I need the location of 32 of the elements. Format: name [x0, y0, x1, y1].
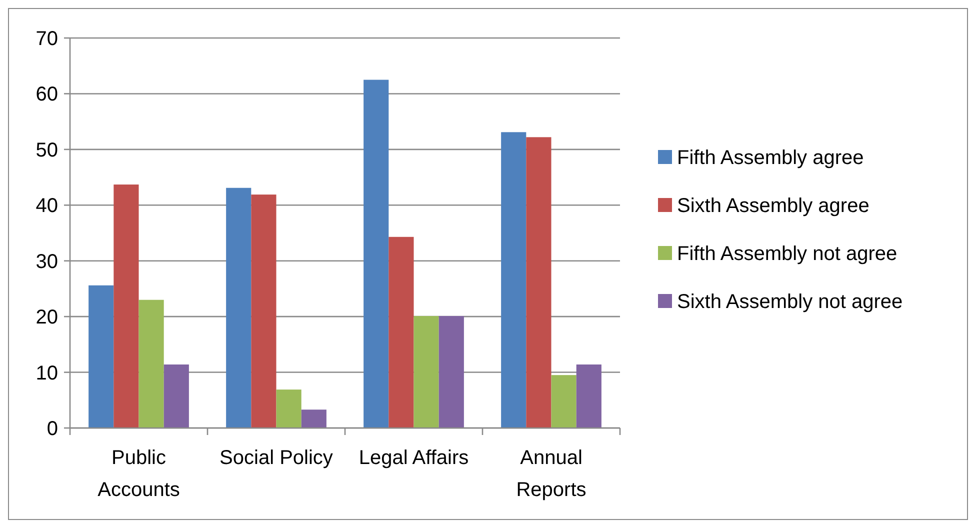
y-tick-label: 10	[36, 362, 58, 384]
y-tick-label: 50	[36, 139, 58, 162]
bar	[388, 236, 414, 428]
bar	[576, 364, 602, 428]
x-tick-label: Annual Reports	[516, 447, 586, 501]
y-tick-label: 60	[36, 84, 58, 106]
y-tick-label: 70	[36, 28, 58, 50]
y-tick-label: 0	[46, 418, 58, 440]
bar	[114, 184, 139, 428]
y-tick-label: 40	[36, 195, 58, 218]
bar	[276, 390, 302, 428]
legend-label: Sixth Assembly not agree	[677, 291, 903, 313]
x-tick-label: Public Accounts	[98, 447, 180, 501]
bar	[414, 316, 439, 428]
bar	[526, 137, 552, 428]
bar	[138, 300, 164, 428]
bar	[438, 316, 464, 428]
bar	[501, 132, 526, 428]
bar	[226, 188, 252, 428]
bar	[301, 410, 326, 428]
legend-label: Fifth Assembly not agree	[677, 243, 898, 265]
bar	[251, 194, 276, 428]
legend-label: Fifth Assembly agree	[677, 147, 864, 169]
bar	[164, 364, 189, 428]
x-tick-label: Legal Affairs	[358, 447, 469, 469]
bar	[551, 375, 576, 428]
bar	[364, 80, 389, 428]
y-tick-label: 20	[36, 306, 58, 329]
legend-label: Sixth Assembly agree	[677, 195, 870, 217]
y-tick-label: 30	[36, 250, 58, 273]
bar	[88, 285, 114, 428]
x-tick-label: Social Policy	[220, 447, 333, 469]
